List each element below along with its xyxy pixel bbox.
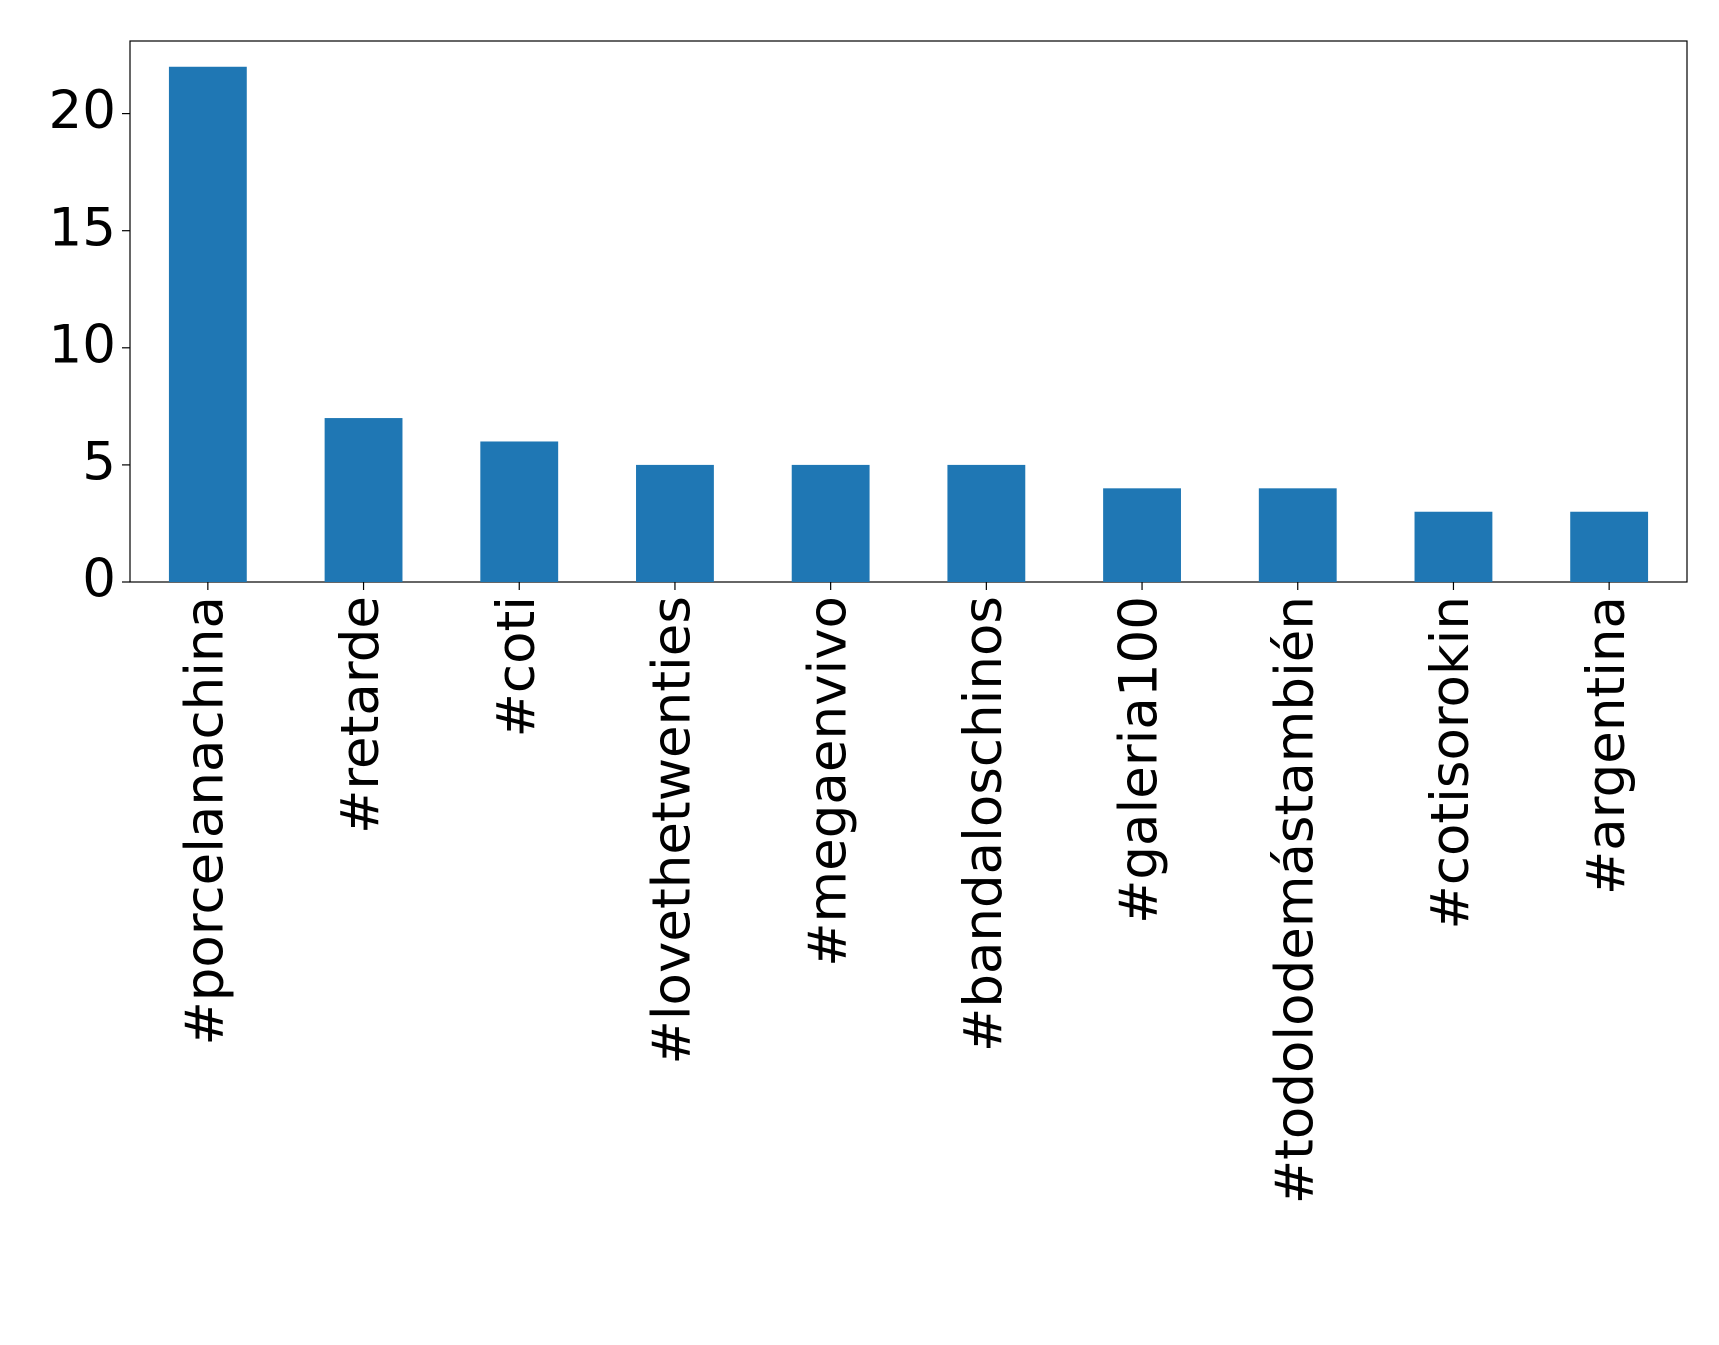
plot-frame [129,40,1688,583]
y-tick-label: 20 [49,80,116,141]
x-tick-label: #bandaloschinos [953,596,1014,1052]
bar [1103,488,1181,582]
x-tick-label: #porcelanachina [174,596,235,1046]
y-tick-label: 0 [82,549,116,610]
bar [636,464,714,582]
x-tick-label: #todolodemástambién [1264,596,1325,1204]
bar [947,464,1026,582]
x-tick-label: #cotisorokin [1420,596,1481,930]
x-tick-label: #megaenvivo [797,596,858,967]
x-tick-label: #lovethetwenties [642,596,703,1065]
bar [1570,511,1649,582]
x-tick-label: #retarde [330,596,391,834]
x-tick-label: #coti [486,596,547,737]
bar [168,66,247,582]
bar [480,441,559,582]
bar [1414,511,1493,582]
bar [1258,488,1337,582]
y-tick-label: 15 [49,197,116,258]
bar [791,464,870,582]
x-tick-label: #argentina [1576,596,1637,895]
bar [324,418,403,582]
y-tick-label: 10 [49,314,116,375]
x-tick-label: #galeria100 [1109,596,1170,924]
y-tick-label: 5 [82,432,116,493]
